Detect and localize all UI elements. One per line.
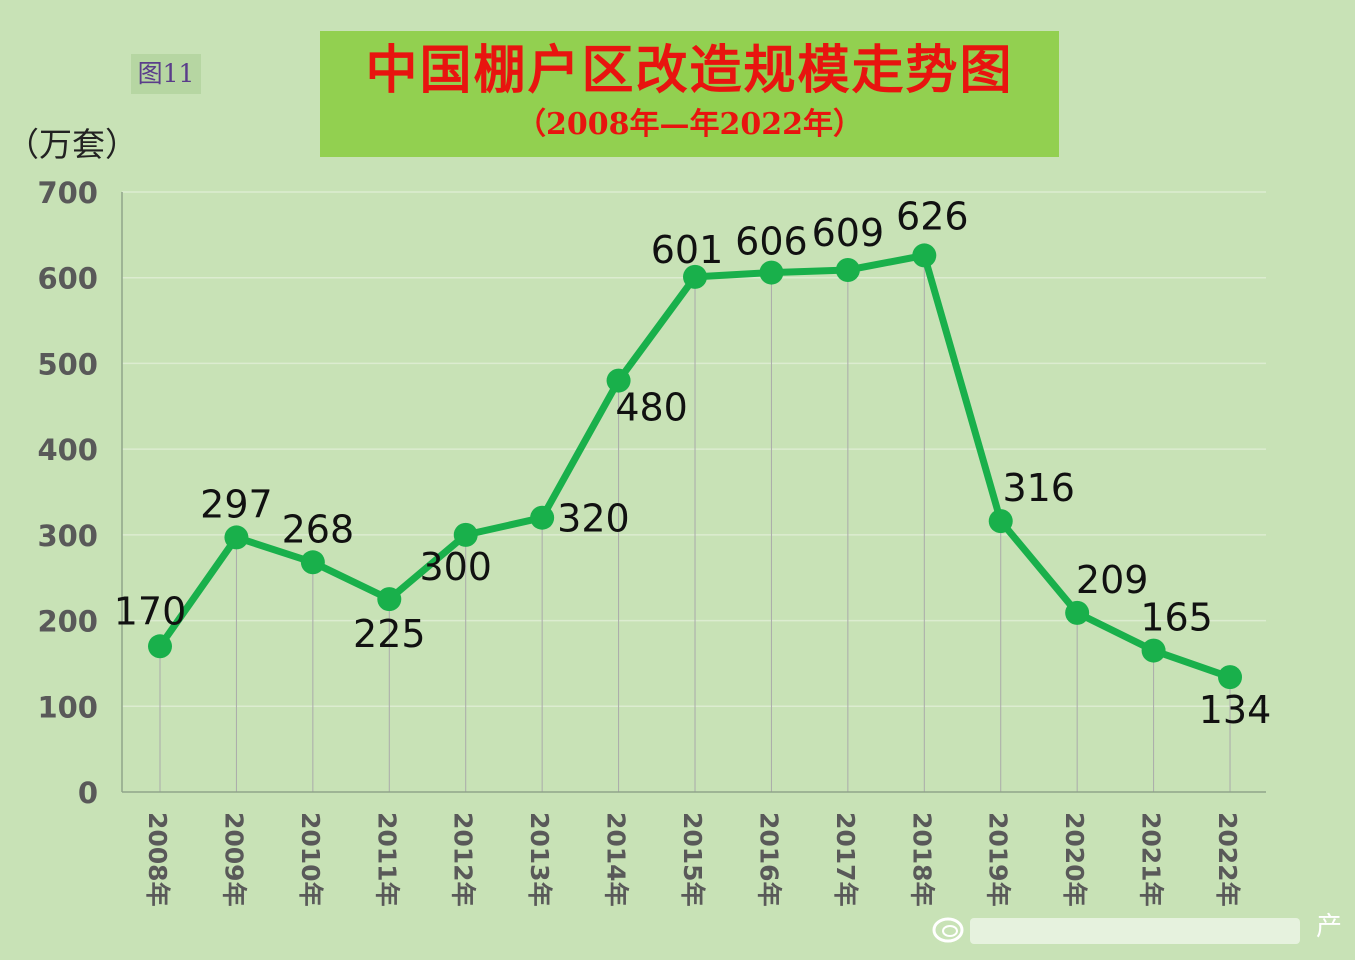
data-point <box>453 522 478 547</box>
data-label: 225 <box>353 612 426 656</box>
x-tick-label: 2014年 <box>602 812 631 907</box>
title-banner: 中国棚户区改造规模走势图 （2008年—年2022年） <box>320 31 1059 157</box>
y-tick-label: 100 <box>37 690 98 724</box>
chart-title: 中国棚户区改造规模走势图 <box>365 40 1014 101</box>
data-label: 268 <box>282 507 355 551</box>
x-tick-label: 2009年 <box>219 812 248 907</box>
data-point <box>377 587 402 612</box>
x-tick-label: 2011年 <box>372 812 401 907</box>
data-label: 209 <box>1076 558 1149 602</box>
data-point <box>988 509 1013 534</box>
x-tick-label: 2015年 <box>678 812 707 907</box>
y-tick-label: 400 <box>37 433 98 467</box>
data-label: 134 <box>1199 688 1272 732</box>
data-label: 300 <box>419 545 492 589</box>
x-tick-label: 2013年 <box>525 812 554 907</box>
y-tick-label: 200 <box>37 605 98 639</box>
x-tick-label: 2020年 <box>1060 812 1089 907</box>
y-tick-label: 700 <box>37 176 98 210</box>
y-tick-label: 500 <box>37 347 98 381</box>
data-label: 316 <box>1002 466 1075 510</box>
data-point <box>835 258 860 282</box>
x-tick-label: 2021年 <box>1137 812 1166 907</box>
x-tick-label: 2016年 <box>754 812 783 907</box>
data-label: 297 <box>200 482 273 526</box>
data-point <box>1065 600 1090 625</box>
data-point <box>1218 665 1243 690</box>
data-point <box>530 505 555 530</box>
data-label: 480 <box>615 386 688 430</box>
y-tick-label: 300 <box>37 519 98 553</box>
y-tick-label: 0 <box>78 776 98 810</box>
x-tick-label: 2017年 <box>831 812 860 907</box>
y-tick-label: 600 <box>37 262 98 296</box>
watermark-char: 产 <box>1316 912 1343 942</box>
data-point <box>224 525 249 550</box>
data-label: 609 <box>812 211 885 255</box>
data-label: 601 <box>651 228 724 272</box>
data-point <box>912 243 937 268</box>
data-label: 606 <box>735 220 808 264</box>
data-point <box>1141 638 1166 663</box>
y-axis-unit-label: （万套） <box>6 125 138 164</box>
data-label: 626 <box>896 194 969 238</box>
x-tick-label: 2019年 <box>984 812 1013 907</box>
watermark-logo <box>932 917 1300 944</box>
data-point <box>683 264 708 289</box>
x-tick-label: 2022年 <box>1213 812 1242 907</box>
x-tick-label: 2012年 <box>449 812 478 907</box>
data-point <box>148 634 172 659</box>
data-label: 170 <box>114 589 187 633</box>
data-point <box>759 260 784 285</box>
data-point <box>606 368 631 393</box>
x-tick-label: 2018年 <box>907 812 936 907</box>
data-point <box>300 550 325 575</box>
chart-subtitle: （2008年—年2022年） <box>516 107 863 142</box>
x-tick-label: 2010年 <box>296 812 325 907</box>
figure-label: 图11 <box>131 54 201 94</box>
data-label: 165 <box>1140 596 1213 640</box>
data-label: 320 <box>557 497 630 541</box>
x-tick-label: 2008年 <box>143 812 172 907</box>
